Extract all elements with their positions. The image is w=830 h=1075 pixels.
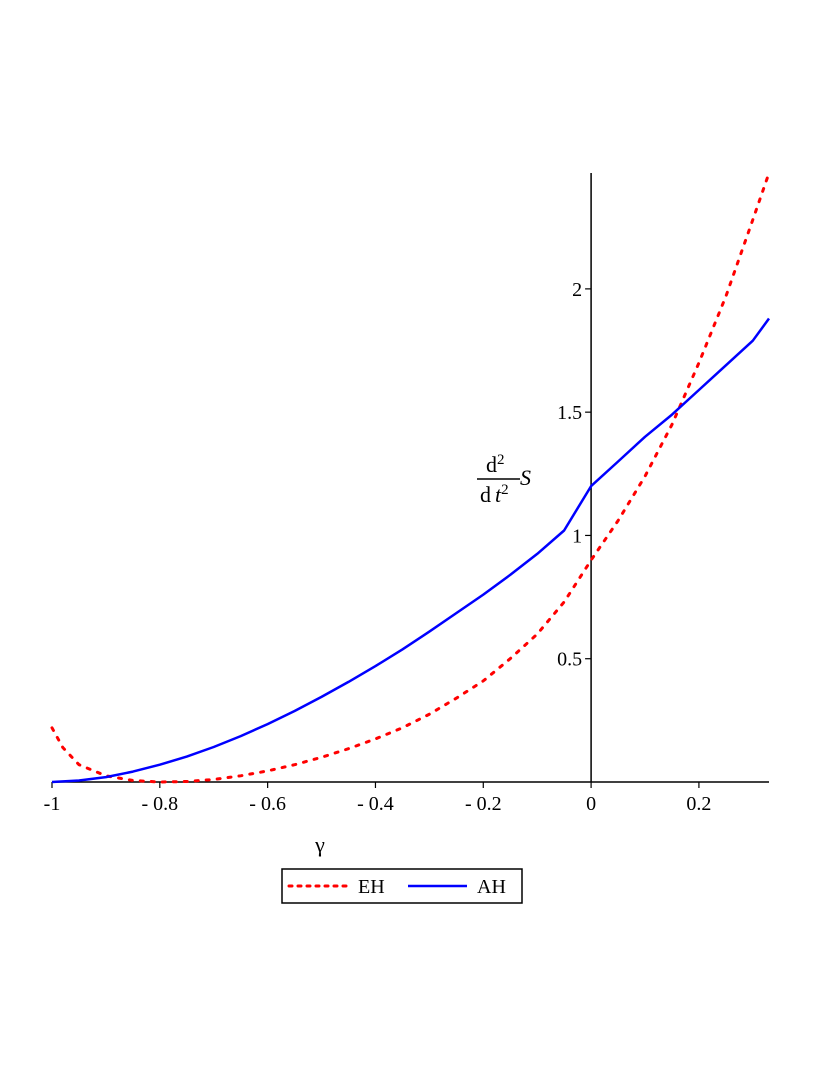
axes xyxy=(52,173,769,783)
y-tick-group: 0.5 1 1.5 2 xyxy=(557,279,592,671)
legend-label-eh: EH xyxy=(358,876,385,898)
ylabel-denominator-var: t xyxy=(495,482,502,507)
ylabel-numerator-exp: 2 xyxy=(497,452,505,468)
x-tick-label: - 0.6 xyxy=(249,793,286,815)
x-tick-group: -1 - 0.8 - 0.6 - 0.4 - 0.2 0 0.2 xyxy=(44,782,711,815)
legend-box xyxy=(281,868,523,904)
ylabel-denominator-d: d xyxy=(480,482,491,507)
x-tick-label: -1 xyxy=(44,793,61,815)
series-line-ah xyxy=(51,317,771,784)
x-tick-label: - 0.4 xyxy=(357,793,394,815)
svg-text:d2: d2 xyxy=(486,452,505,477)
series-layer xyxy=(50,171,771,784)
y-tick-label: 2 xyxy=(572,279,582,301)
series-line-eh xyxy=(50,171,771,784)
ylabel-variable: S xyxy=(520,465,531,490)
x-tick-label: - 0.8 xyxy=(141,793,178,815)
ylabel-denominator-exp: 2 xyxy=(501,482,509,498)
legend: EH AH xyxy=(281,868,523,904)
x-tick-label: 0 xyxy=(586,793,596,815)
x-tick-label: - 0.2 xyxy=(465,793,502,815)
y-tick-label: 0.5 xyxy=(557,649,582,671)
ylabel-numerator: d xyxy=(486,452,497,477)
y-tick-label: 1.5 xyxy=(557,402,582,424)
y-axis-label: d2 d t2 S xyxy=(477,452,531,507)
x-tick-label: 0.2 xyxy=(686,793,711,815)
svg-text:dt2: d t2 xyxy=(480,482,509,507)
legend-label-ah: AH xyxy=(477,876,506,898)
y-tick-label: 1 xyxy=(572,525,582,547)
x-axis-label: γ xyxy=(314,832,325,857)
